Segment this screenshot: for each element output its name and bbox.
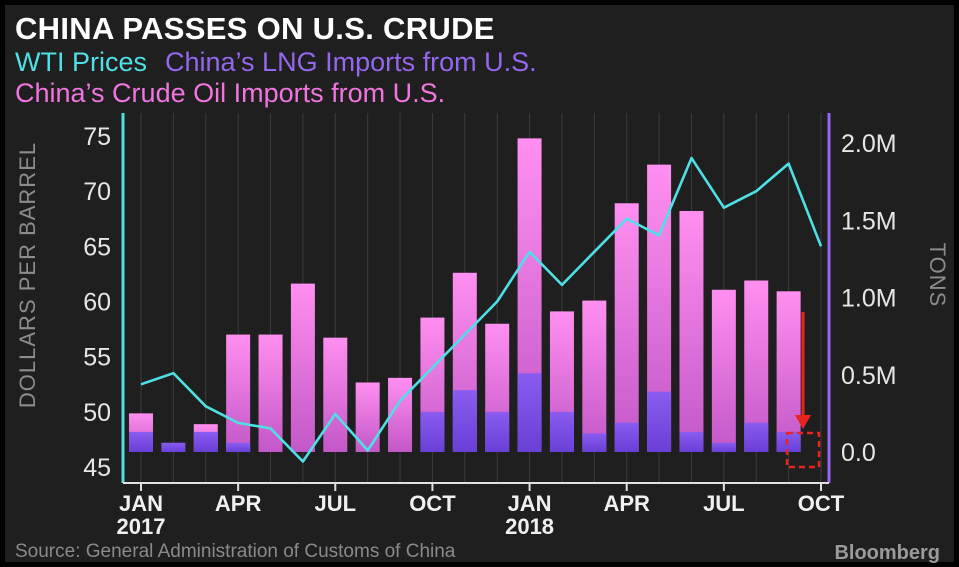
annotation-layer xyxy=(785,312,821,469)
lng-bar-9 xyxy=(420,411,445,452)
right-axis-title: TONS xyxy=(925,243,950,308)
x-tick-label-6: JUL xyxy=(703,491,745,516)
source-note: Source: General Administration of Custom… xyxy=(15,541,456,562)
x-tick-label-5: APR xyxy=(603,491,650,516)
crude-bar-15 xyxy=(614,203,639,452)
annotation-empty-bar-box xyxy=(785,431,821,469)
crude-bar-14 xyxy=(582,300,607,452)
crude-bar-3 xyxy=(226,334,251,452)
legend-wti: WTI Prices xyxy=(15,47,147,77)
left-tick-label-5: 70 xyxy=(83,178,111,206)
line-layer xyxy=(140,156,823,463)
left-axis-title: DOLLARS PER BARREL xyxy=(15,142,40,408)
legend-crude: China’s Crude Oil Imports from U.S. xyxy=(15,78,446,108)
lng-bar-10 xyxy=(452,390,477,452)
x-tick-label-3: OCT xyxy=(409,491,456,516)
lng-bar-14 xyxy=(582,433,607,452)
left-tick-label-1: 50 xyxy=(83,399,111,427)
lng-bar-17 xyxy=(679,431,704,452)
left-tick-label-4: 65 xyxy=(83,233,111,261)
lng-bar-12 xyxy=(517,373,542,452)
legend-lng: China’s LNG Imports from U.S. xyxy=(165,47,537,77)
x-tick-label-0: JAN xyxy=(119,491,163,516)
lng-bar-2 xyxy=(193,431,218,452)
right-tick-label-0: 0.0 xyxy=(841,439,876,467)
lng-bar-0 xyxy=(129,431,153,452)
right-tick-label-4: 2.0M xyxy=(841,130,897,158)
lng-bar-3 xyxy=(226,442,251,452)
wti-line xyxy=(140,156,823,463)
x-tick-label-1: APR xyxy=(215,491,262,516)
x-tick-label-4: JAN xyxy=(508,491,552,516)
x-year-label-0: 2017 xyxy=(117,514,166,539)
lng-bar-18 xyxy=(711,442,736,452)
lng-bar-13 xyxy=(549,411,574,452)
legend-row-2: China’s Crude Oil Imports from U.S. xyxy=(15,78,445,109)
lng-bar-20 xyxy=(776,431,801,452)
right-tick-label-2: 1.0M xyxy=(841,285,897,313)
annotation-arrow-head xyxy=(795,415,811,429)
x-tick-label-7: OCT xyxy=(798,491,845,516)
lng-bar-11 xyxy=(485,411,510,452)
chart-plot: 45 50 55 60 65 70 75 0.0 0.5M 1.0M 1.5M 2.0M DOLLARS… xyxy=(15,113,950,539)
x-year-label-4: 2018 xyxy=(505,514,554,539)
left-tick-label-0: 45 xyxy=(83,454,111,482)
crude-bar-17 xyxy=(679,210,704,452)
lng-bar-19 xyxy=(744,422,769,452)
lng-bar-15 xyxy=(614,422,639,452)
lng-bar-1 xyxy=(161,442,186,452)
axis-layer: 45 50 55 60 65 70 75 0.0 0.5M 1.0M 1.5M 2.0M DOLLARS… xyxy=(15,113,950,539)
bar-layer xyxy=(129,138,801,453)
lng-bar-16 xyxy=(647,391,672,452)
right-tick-label-3: 1.5M xyxy=(841,207,897,235)
crude-bar-4 xyxy=(258,334,283,452)
brand-logo: Bloomberg xyxy=(834,542,940,564)
right-tick-label-1: 0.5M xyxy=(841,362,897,390)
legend-row-1: WTI Prices China’s LNG Imports from U.S. xyxy=(15,47,537,78)
left-tick-label-2: 55 xyxy=(83,344,111,372)
crude-bar-20 xyxy=(776,291,801,452)
crude-bar-18 xyxy=(711,289,736,452)
chart-title: CHINA PASSES ON U.S. CRUDE xyxy=(15,11,495,46)
crude-bar-5 xyxy=(290,283,315,452)
crude-bar-6 xyxy=(323,337,348,452)
x-tick-label-2: JUL xyxy=(315,491,357,516)
left-tick-label-3: 60 xyxy=(83,289,111,317)
left-tick-label-6: 75 xyxy=(83,123,111,151)
